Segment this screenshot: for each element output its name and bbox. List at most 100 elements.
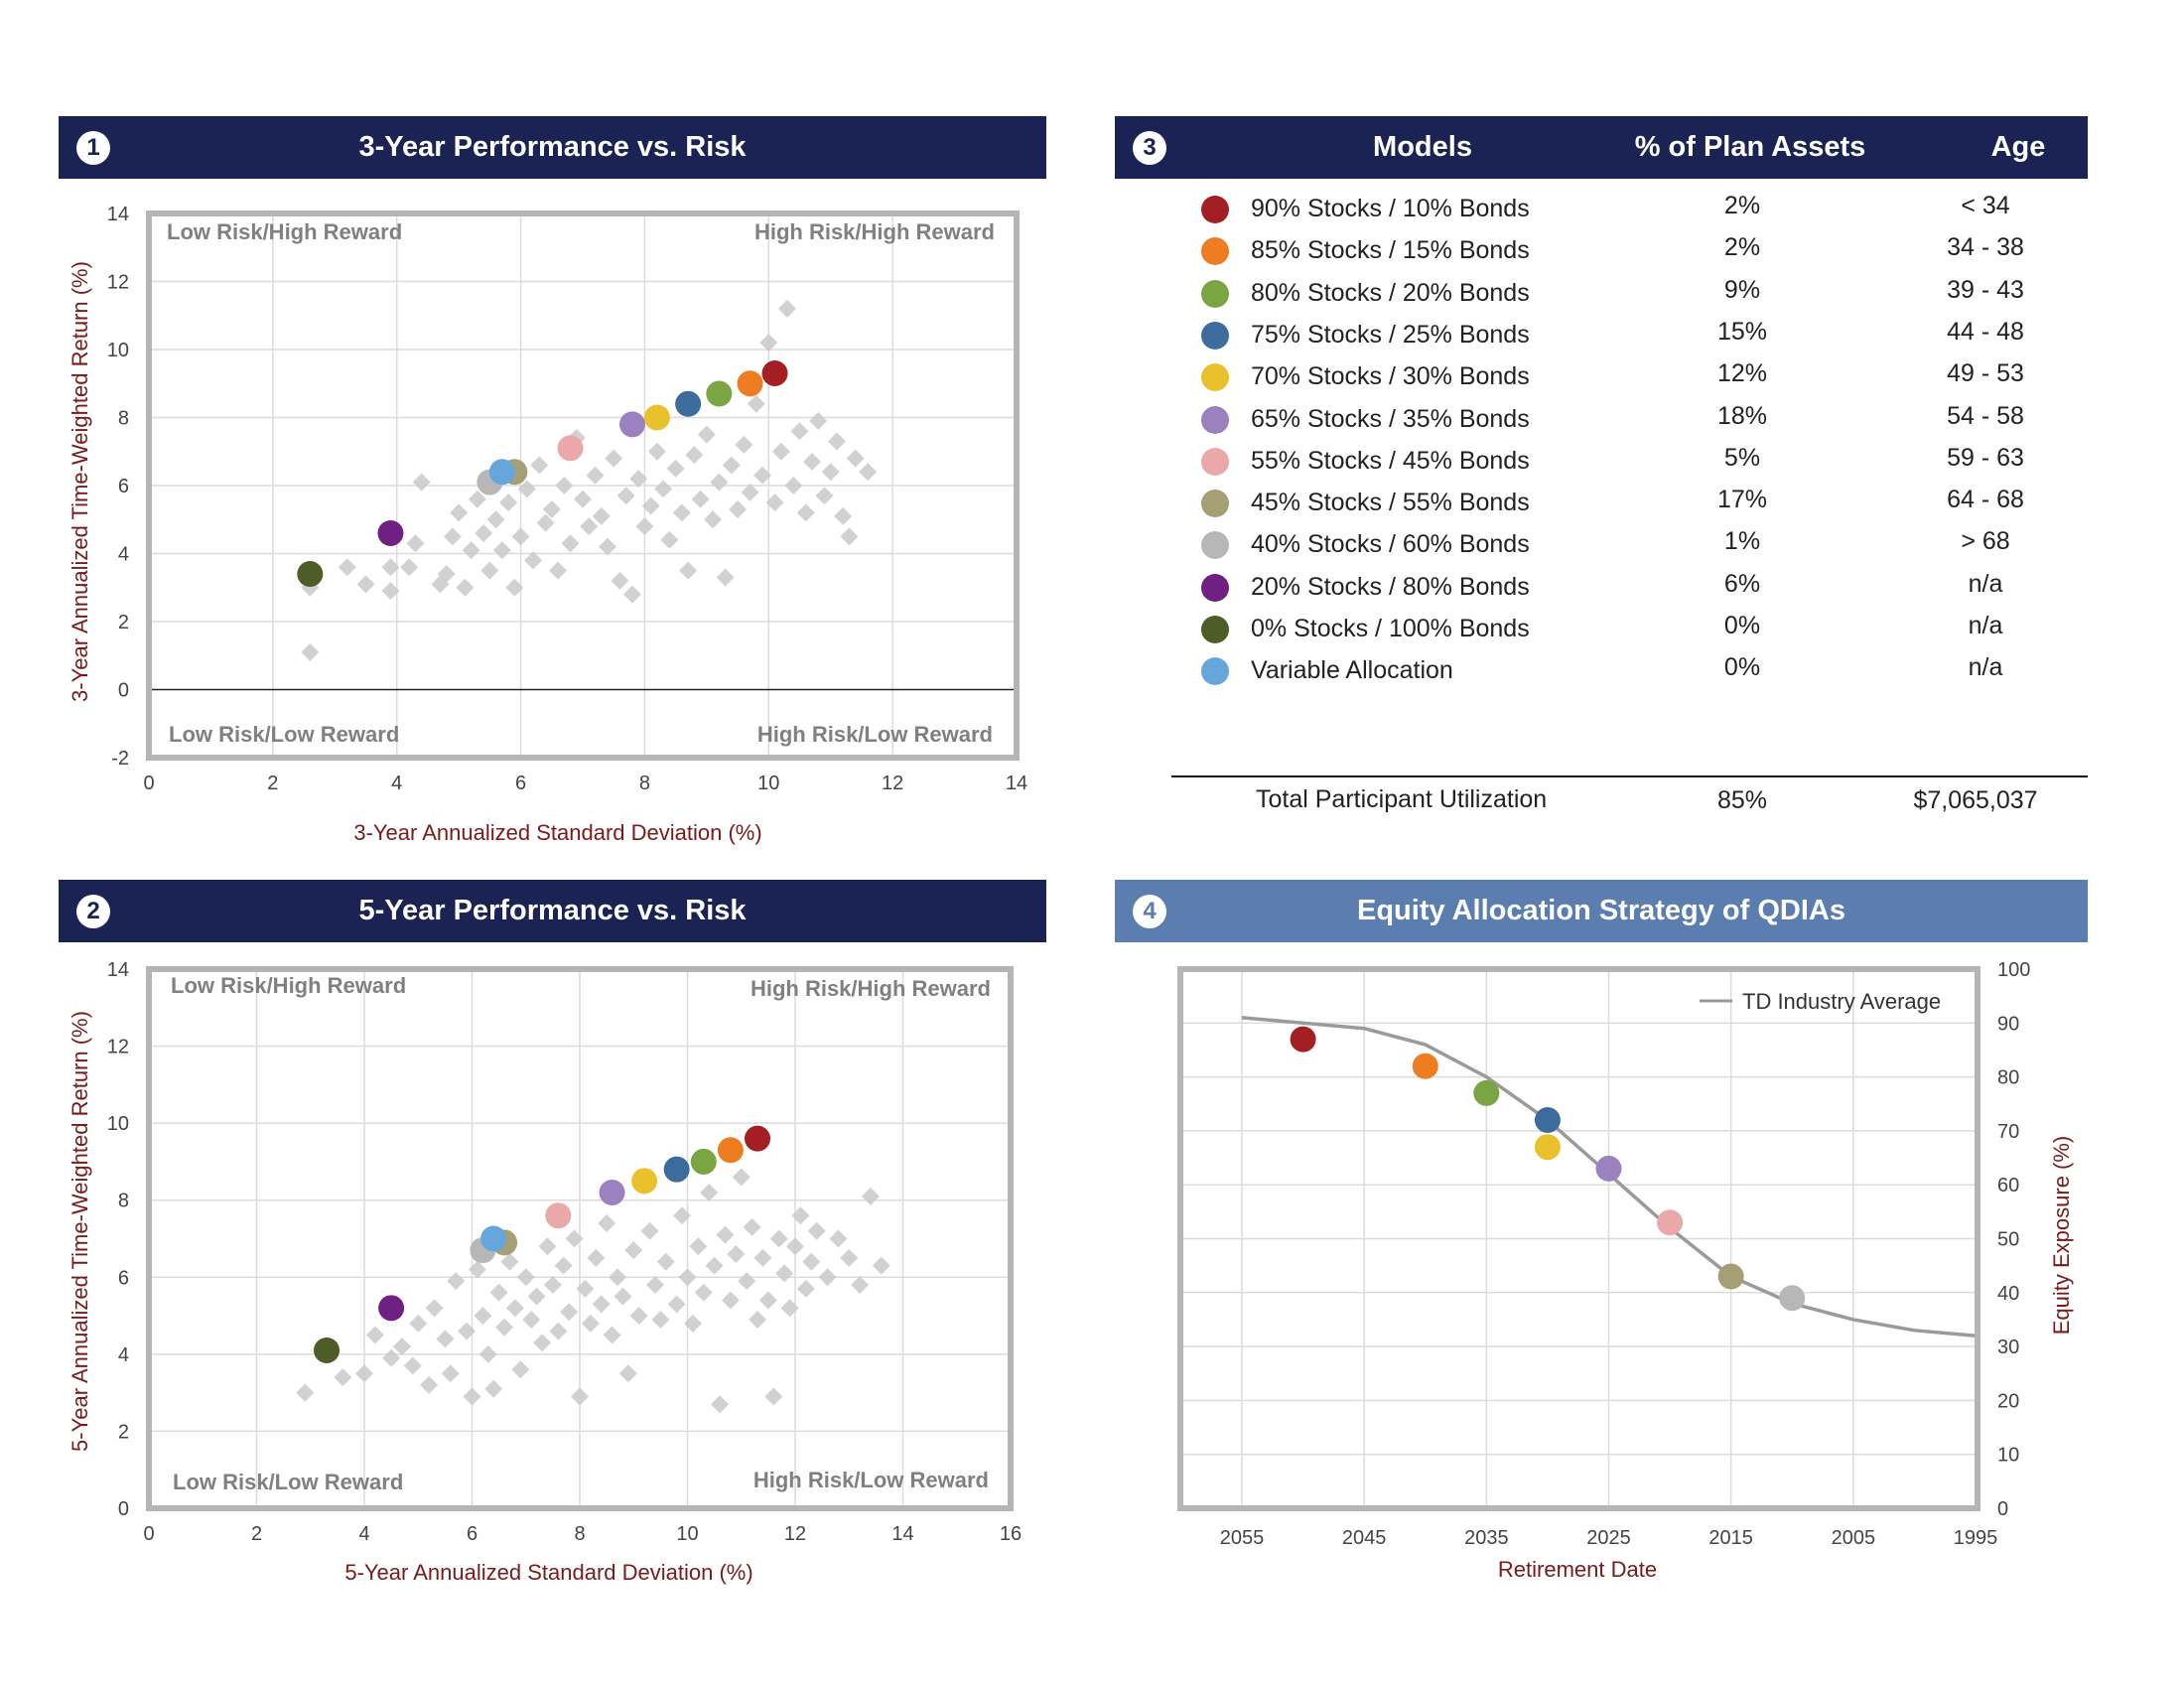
chart2-model-point <box>631 1168 658 1195</box>
chart2-quadrant-low-high: Low Risk/High Reward <box>171 973 406 998</box>
chart1-peer-fund-point <box>802 453 821 472</box>
model-age: 34 - 38 <box>1947 233 2024 262</box>
model-color-dot <box>1201 363 1229 392</box>
chart1-peer-fund-point <box>747 394 765 413</box>
chart2-y-tick-label: 0 <box>118 1498 129 1520</box>
model-age: n/a <box>1968 653 2003 682</box>
chart1-peer-fund-point <box>859 463 878 482</box>
model-age: 59 - 63 <box>1947 443 2024 472</box>
chart2-peer-fund-point <box>474 1307 492 1326</box>
chart1-peer-fund-point <box>542 499 561 518</box>
chart1-peer-fund-point <box>685 446 704 465</box>
chart2-peer-fund-point <box>683 1314 702 1333</box>
model-label: 70% Stocks / 30% Bonds <box>1251 362 1530 391</box>
chart1-peer-fund-point <box>381 558 400 577</box>
chart4-y-tick-label: 40 <box>1997 1283 2019 1305</box>
chart1-model-point <box>706 380 733 407</box>
chart2-peer-fund-point <box>780 1299 799 1318</box>
chart1-peer-fund-point <box>598 537 616 556</box>
chart4-model-point <box>1779 1285 1806 1312</box>
chart2-peer-fund-point <box>743 1217 761 1236</box>
chart2-peer-fund-point <box>656 1252 675 1271</box>
chart2-peer-fund-point <box>769 1229 788 1248</box>
chart2-peer-fund-point <box>753 1248 772 1267</box>
model-color-dot <box>1201 405 1229 434</box>
chart2-peer-fund-point <box>758 1291 777 1310</box>
chart2-y-tick-label: 12 <box>107 1037 129 1058</box>
chart1-quadrant-high-low: High Risk/Low Reward <box>757 722 993 747</box>
chart1-peer-fund-point <box>815 487 834 505</box>
chart1-peer-fund-point <box>735 435 753 454</box>
chart2-peer-fund-point <box>463 1387 481 1406</box>
total-amount: $7,065,037 <box>1913 786 2038 814</box>
pct-column-header: % of Plan Assets <box>1634 131 1866 163</box>
chart1-peer-fund-point <box>356 575 375 594</box>
model-pct: 6% <box>1723 569 1761 598</box>
chart2-peer-fund-point <box>500 1252 519 1271</box>
chart2-peer-fund-point <box>829 1229 848 1248</box>
chart1-peer-fund-point <box>592 506 611 525</box>
chart1-peer-fund-point <box>400 558 419 577</box>
model-pct: 9% <box>1723 275 1761 304</box>
age-column-header: Age <box>1990 131 2046 163</box>
chart1-peer-fund-point <box>561 534 580 553</box>
model-pct: 1% <box>1723 527 1761 556</box>
chart4-model-point <box>1290 1026 1316 1053</box>
chart1-x-tick-label: 8 <box>639 773 650 794</box>
chart2-peer-fund-point <box>560 1303 579 1322</box>
chart1-model-point <box>761 359 788 386</box>
model-pct: 0% <box>1723 653 1761 682</box>
chart1-peer-fund-point <box>710 473 729 492</box>
chart1-peer-fund-point <box>301 642 320 661</box>
chart1-x-tick-label: 0 <box>143 773 154 794</box>
chart1-peer-fund-point <box>517 480 536 498</box>
chart2-peer-fund-point <box>392 1337 411 1356</box>
chart2-peer-fund-point <box>711 1395 730 1414</box>
chart2-peer-fund-point <box>614 1287 632 1306</box>
chart2-peer-fund-point <box>700 1183 719 1201</box>
chart4-y-tick-label: 0 <box>1997 1498 2008 1520</box>
model-color-dot <box>1201 279 1229 308</box>
chart4-x-tick-label: 2025 <box>1586 1527 1631 1549</box>
chart2-model-point <box>690 1148 717 1175</box>
chart1-peer-fund-point <box>635 517 654 536</box>
chart2-peer-fund-point <box>587 1248 606 1267</box>
chart2-peer-fund-point <box>645 1276 664 1295</box>
chart2-y-tick-label: 8 <box>118 1191 129 1212</box>
chart2-peer-fund-point <box>296 1383 315 1402</box>
chart1-quadrant-low-high: Low Risk/High Reward <box>167 219 402 244</box>
chart1-peer-fund-point <box>784 477 803 494</box>
chart2-peer-fund-point <box>791 1206 810 1225</box>
chart1-peer-fund-point <box>666 459 685 478</box>
chart4-x-tick-label: 2005 <box>1832 1527 1876 1549</box>
chart1-peer-fund-point <box>462 541 480 560</box>
chart2-peer-fund-point <box>522 1310 541 1329</box>
model-age: n/a <box>1968 569 2003 598</box>
chart2-quadrant-frame <box>146 966 1014 1511</box>
model-color-dot <box>1201 490 1229 518</box>
chart2-peer-fund-point <box>764 1387 783 1406</box>
chart1-peer-fund-point <box>605 449 623 468</box>
panel1-badge: 1 <box>76 130 110 165</box>
chart2-xlabel: 5-Year Annualized Standard Deviation (%) <box>344 1560 752 1585</box>
chart2-model-point <box>717 1137 744 1164</box>
chart2-peer-fund-point <box>802 1252 821 1271</box>
chart1-peer-fund-point <box>809 411 828 430</box>
model-pct: 0% <box>1723 612 1761 639</box>
chart2-model-point <box>314 1336 341 1363</box>
model-label: 65% Stocks / 35% Bonds <box>1251 404 1530 433</box>
model-row: 0% Stocks / 100% Bonds 0% n/a <box>1122 604 2115 645</box>
chart2-peer-fund-point <box>678 1268 697 1287</box>
panel2-header: 2 5-Year Performance vs. Risk <box>59 880 1046 942</box>
chart1-peer-fund-point <box>450 503 469 522</box>
chart2-peer-fund-point <box>549 1322 568 1340</box>
model-age: n/a <box>1968 612 2003 639</box>
chart1-model-point <box>618 411 645 438</box>
model-row: 40% Stocks / 60% Bonds 1% > 68 <box>1122 519 2115 561</box>
chart2-peer-fund-point <box>727 1245 746 1264</box>
model-color-dot <box>1201 657 1229 686</box>
chart1-peer-fund-point <box>729 499 748 518</box>
panel4-header: 4 Equity Allocation Strategy of QDIAs <box>1115 880 2088 942</box>
chart4-frame <box>1177 966 1980 1511</box>
chart1-peer-fund-point <box>456 578 475 597</box>
